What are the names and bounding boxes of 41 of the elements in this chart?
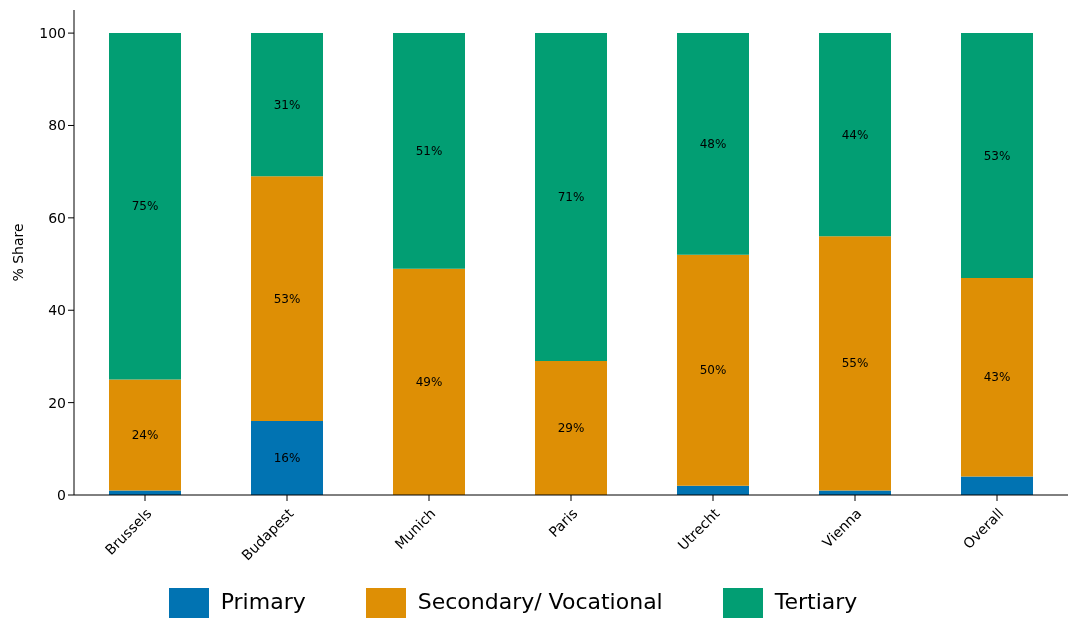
data-label: 24% [131,427,159,442]
bar [961,33,1033,278]
data-label: 44% [841,127,869,142]
data-label: 53% [983,148,1011,163]
bar [961,277,1033,477]
y-axis-title: % Share [9,223,26,282]
data-label: 43% [983,370,1011,385]
bar [109,379,181,491]
data-label: 50% [699,363,727,378]
bar [677,254,749,486]
y-tick-label: 0 [57,486,66,503]
bar [535,33,607,362]
y-tick-label: 40 [48,302,66,319]
data-label: 31% [273,97,301,112]
bar [819,236,891,491]
bar [251,176,323,422]
data-label: 48% [699,136,727,151]
data-label: 49% [415,374,443,389]
bar [251,421,323,495]
bar [109,33,181,380]
bar [535,361,607,495]
bar [251,33,323,177]
data-label: 29% [557,421,585,436]
legend-label: Tertiary [774,589,858,614]
data-label: 16% [273,451,301,466]
y-tick-label: 60 [48,209,66,226]
data-label: 71% [557,190,585,205]
bar [393,33,465,269]
legend-label: Secondary/ Vocational [417,589,663,614]
y-tick-label: 100 [39,25,66,42]
y-tick-label: 20 [48,394,66,411]
data-label: 51% [415,143,443,158]
data-label: 53% [273,291,301,306]
bar [961,476,1033,495]
legend-label: Primary [220,589,306,614]
y-tick-label: 80 [48,117,66,134]
bar [677,33,749,255]
data-label: 55% [841,356,869,371]
bar [819,33,891,237]
data-label: 75% [131,199,159,214]
bar [393,268,465,495]
